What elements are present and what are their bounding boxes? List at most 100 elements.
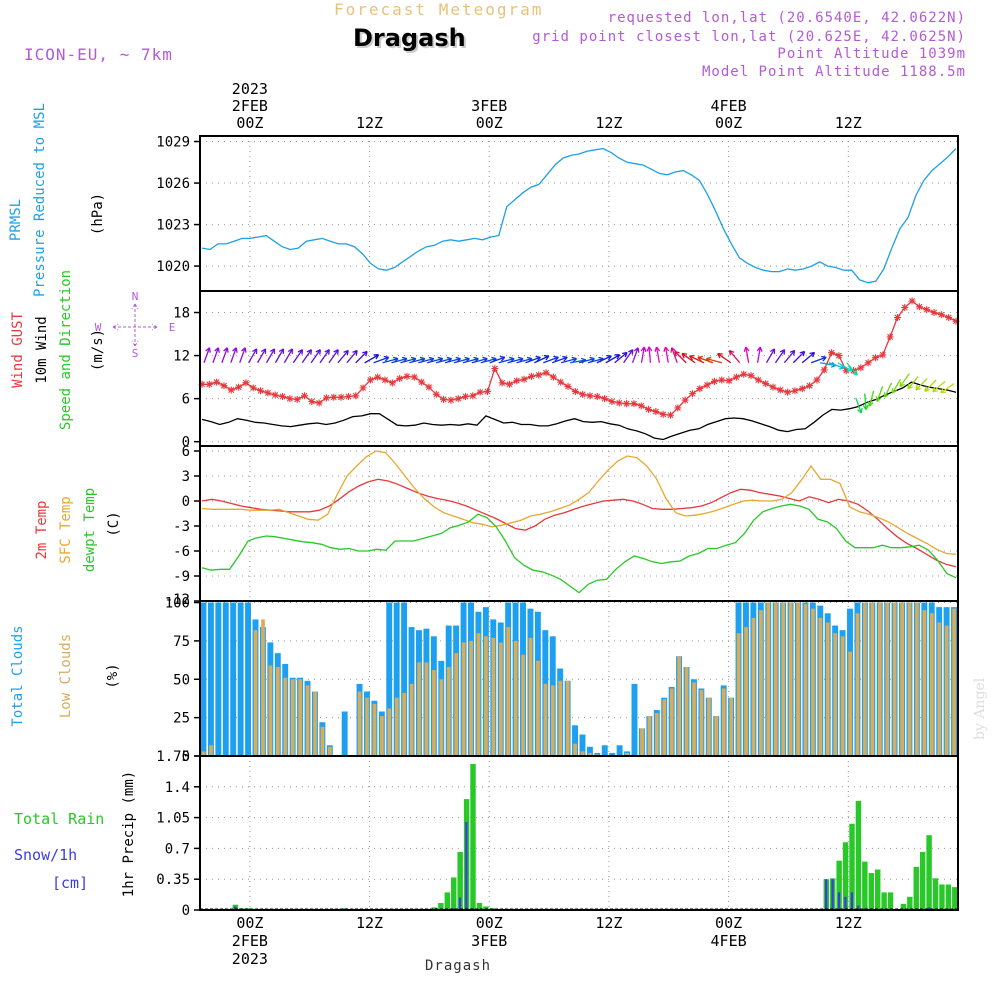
rain-bar (900, 903, 907, 910)
gust-marker (901, 304, 909, 312)
compass-w: W (95, 321, 102, 334)
low-cloud-bar (528, 637, 533, 756)
rain-bar (438, 902, 444, 910)
bottom-time-label: 00Z (715, 914, 742, 932)
gust-marker (242, 379, 250, 387)
y-tick-label: 1029 (156, 135, 190, 151)
gust-marker (249, 384, 257, 392)
wind-arrow (480, 357, 497, 364)
wind-arrow-head (875, 396, 882, 402)
rain-bar (451, 877, 457, 910)
wind-arrow (605, 354, 620, 364)
gust-marker (813, 376, 821, 384)
wind-arrow-head (543, 355, 550, 361)
total-cloud-bar (237, 602, 244, 756)
top-time-label: 00Z (236, 114, 263, 132)
wind-arrow-head (756, 346, 763, 352)
gust-marker (681, 396, 689, 404)
wind-arrow (868, 390, 875, 407)
gust-marker (710, 377, 718, 385)
wind-arrow (409, 357, 425, 364)
panel-label: Low Clouds (58, 634, 74, 718)
gust-marker (359, 384, 367, 392)
low-cloud-bar (380, 716, 384, 756)
gust-marker (315, 399, 323, 407)
wind-arrow-head (383, 355, 390, 362)
wind-arrow-head (907, 383, 913, 390)
gust-marker (857, 364, 865, 372)
label-precip-axis: 1hr Precip (mm) (121, 771, 137, 897)
wind-arrow (355, 350, 368, 364)
rain-bar (945, 884, 952, 910)
compass-n: N (132, 290, 139, 303)
wind-arrow-head (223, 347, 229, 353)
top-time-label: 00Z (715, 114, 742, 132)
wind-arrow (717, 353, 732, 364)
wind-arrow (728, 350, 741, 364)
wind-arrow-head (535, 355, 541, 362)
gust-marker (893, 314, 901, 322)
wind-arrow-head (278, 348, 285, 354)
gust-marker (886, 333, 894, 341)
wind-arrow-head (553, 355, 559, 362)
wind-arrow-head (924, 386, 930, 392)
wind-arrow-head (252, 348, 258, 354)
wind-arrow-head (654, 346, 661, 352)
low-cloud-bar (729, 697, 734, 756)
rain-bar (939, 884, 945, 910)
gust-marker (776, 386, 784, 394)
panel-label: PRMSL (8, 199, 24, 241)
wind-arrow (932, 380, 946, 393)
low-cloud-bar (736, 633, 741, 756)
wind-arrow-head (352, 349, 358, 356)
wind-arrow (899, 373, 910, 388)
wind-arrow-head (846, 366, 853, 372)
wind-arrow (671, 347, 678, 363)
gust-marker (213, 378, 221, 386)
low-cloud-bar (461, 642, 466, 756)
series-prmsl (201, 147, 957, 284)
panel-frame (199, 135, 959, 292)
wind-arrow (697, 356, 714, 364)
gust-marker (513, 377, 521, 385)
gust-marker (608, 398, 616, 406)
gust-marker (798, 385, 806, 393)
wind-arrow-head (779, 349, 786, 355)
wind-arrow-head (663, 346, 670, 352)
y-tick-label: 6 (182, 444, 190, 460)
wind-arrow (828, 362, 845, 369)
wind-arrow (551, 356, 568, 364)
total-cloud-bar (401, 602, 408, 756)
y-tick-label: 0.35 (156, 872, 190, 888)
low-cloud-bar (669, 688, 674, 756)
wind-arrow-head (621, 351, 628, 358)
wind-arrow (427, 357, 443, 364)
wind-arrow-head (670, 347, 676, 353)
wind-arrow-head (852, 369, 858, 376)
low-cloud-bar (915, 602, 919, 756)
wind-arrow (810, 356, 827, 364)
wind-arrow (418, 357, 434, 364)
wind-arrow-head (809, 351, 816, 358)
wind-arrow-head (789, 349, 796, 356)
gust-marker (330, 393, 338, 401)
low-cloud-bar (580, 751, 585, 756)
y-tick-label: 0 (182, 494, 190, 510)
bottom-time-label: 3FEB (471, 932, 507, 950)
low-cloud-bar (320, 726, 325, 756)
gust-marker (637, 402, 645, 410)
wind-arrow (801, 351, 815, 364)
rain-bar (887, 892, 894, 910)
low-cloud-bar (506, 627, 511, 756)
label-snow: Snow/1h (14, 846, 77, 864)
series-tsfc (201, 450, 957, 555)
wind-arrow-head (241, 347, 247, 353)
gust-marker (652, 408, 660, 416)
wind-arrow (864, 393, 867, 410)
wind-arrow (489, 356, 505, 364)
wind-arrow-head (297, 349, 304, 355)
snow-bar (837, 892, 841, 910)
snow-bar (465, 822, 468, 910)
gust-marker (645, 405, 653, 413)
low-cloud-bar (417, 662, 421, 756)
